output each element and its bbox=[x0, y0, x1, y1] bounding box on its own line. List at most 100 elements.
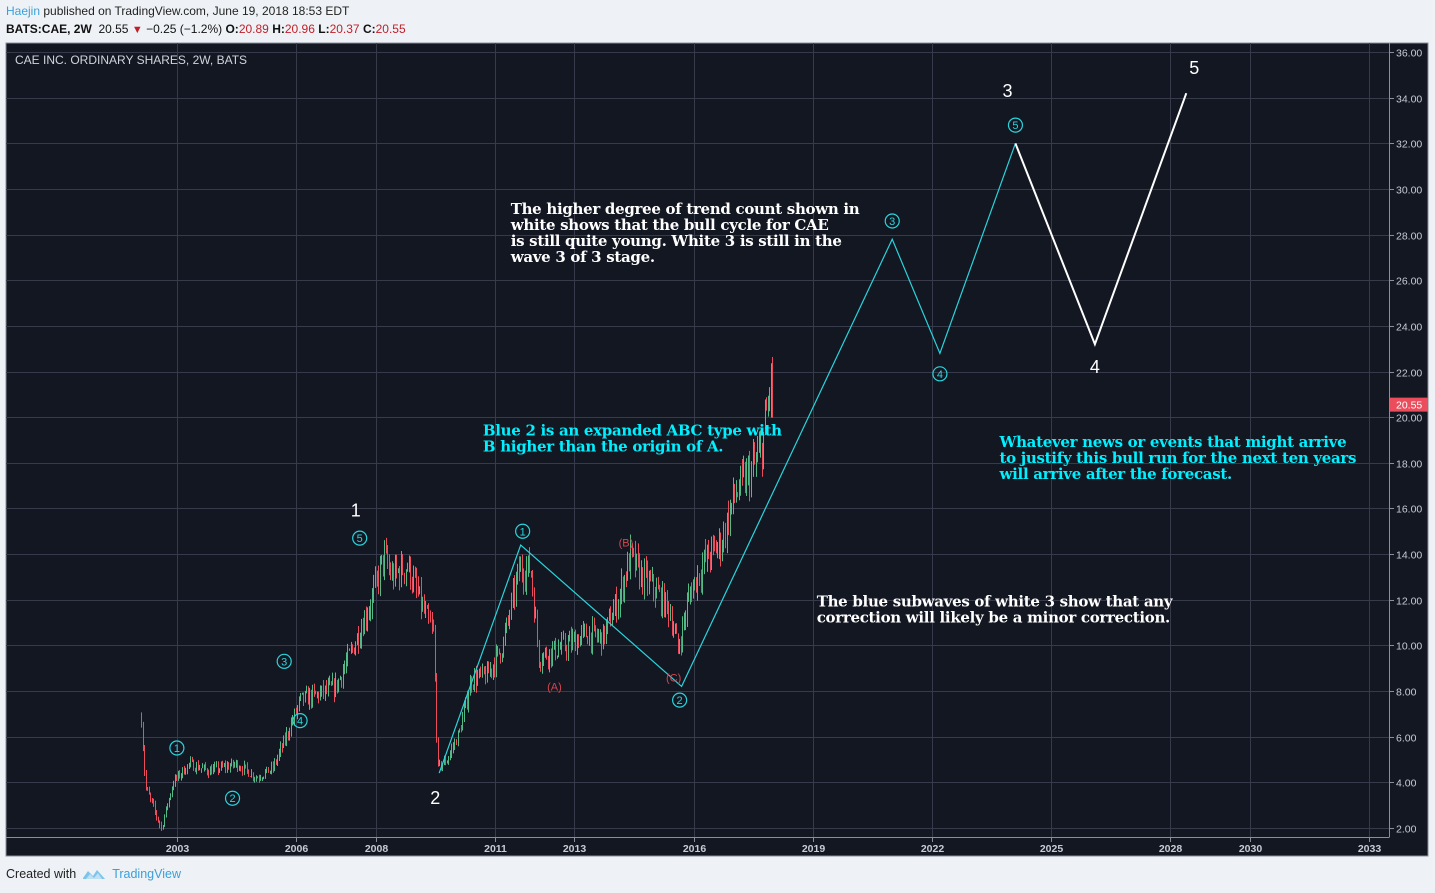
white-wave-label: 5 bbox=[1189, 58, 1199, 78]
author-link[interactable]: Haejin bbox=[6, 4, 41, 18]
x-tick-label: 2006 bbox=[285, 843, 309, 855]
white-wave-label: 1 bbox=[351, 501, 361, 521]
symbol-label: BATS:CAE, 2W bbox=[6, 22, 92, 36]
blue-wave-label: 2 bbox=[672, 692, 688, 708]
y-tick-label: 26.00 bbox=[1396, 276, 1422, 288]
wave-circle bbox=[672, 692, 688, 708]
close-value: 20.55 bbox=[375, 22, 406, 36]
y-tick-label: 30.00 bbox=[1396, 185, 1422, 197]
y-tick-label: 8.00 bbox=[1396, 687, 1417, 699]
wave-number: 5 bbox=[357, 533, 363, 545]
close-label: C: bbox=[362, 22, 376, 36]
y-tick-label: 28.00 bbox=[1396, 231, 1422, 243]
wave-circle bbox=[884, 213, 900, 229]
blue-wave-line bbox=[438, 143, 1016, 774]
chart-background bbox=[5, 42, 1429, 857]
blue-wave-label: 1 bbox=[169, 740, 185, 756]
notes: The higher degree of trend count shown i… bbox=[483, 200, 1357, 627]
y-tick-label: 10.00 bbox=[1396, 641, 1422, 653]
wave-circle bbox=[1007, 117, 1024, 133]
publish-info: Haejin published on TradingView.com, Jun… bbox=[6, 4, 349, 18]
x-tick-label: 2016 bbox=[683, 843, 707, 855]
last-price: 20.55 bbox=[98, 22, 129, 36]
price-axis[interactable]: 2.00 4.00 6.00 8.00 10.00 12.00 14.00 16.00 18.0… bbox=[1389, 48, 1422, 836]
wave-number: 4 bbox=[297, 716, 303, 728]
abc-label: (C) bbox=[666, 672, 681, 684]
wave-circle bbox=[224, 790, 241, 806]
published-text: published on TradingView.com, June 19, 2… bbox=[43, 4, 350, 18]
blue-wave-label: 2 bbox=[224, 790, 241, 806]
wave-number: 4 bbox=[937, 369, 943, 381]
y-tick-label: 22.00 bbox=[1396, 368, 1422, 380]
open-label: O: bbox=[225, 22, 239, 36]
wave-number: 1 bbox=[174, 743, 180, 755]
white-wave-label: 3 bbox=[1002, 81, 1012, 101]
price-tag-label: 20.55 bbox=[1396, 400, 1422, 412]
tradingview-logo-icon bbox=[83, 870, 106, 879]
x-tick-label: 2011 bbox=[484, 843, 507, 855]
note-line: will arrive after the forecast. bbox=[999, 465, 1232, 483]
blue-wave-label: 5 bbox=[352, 530, 368, 546]
y-tick-label: 32.00 bbox=[1396, 139, 1422, 151]
wave-circle bbox=[276, 653, 292, 669]
wave-labels: 1 2 3 4 5 1 2 1 (A) (B) (C) 2 3 4 5 3 4 5 bbox=[169, 58, 1199, 808]
wave-number: 2 bbox=[229, 793, 235, 805]
y-tick-label: 4.00 bbox=[1396, 778, 1417, 790]
tradingview-link[interactable]: TradingView bbox=[112, 867, 181, 881]
wave-number: 3 bbox=[281, 656, 287, 668]
white-wave-label: 4 bbox=[1090, 357, 1100, 377]
y-tick-label: 34.00 bbox=[1396, 94, 1422, 106]
note-line: to justify this bull run for the next te… bbox=[1000, 449, 1357, 467]
abc-label: (A) bbox=[547, 681, 562, 693]
y-tick-label: 2.00 bbox=[1396, 824, 1417, 836]
white-wave-label: 2 bbox=[430, 788, 440, 808]
y-tick-label: 14.00 bbox=[1396, 550, 1422, 562]
low-value: 20.37 bbox=[329, 22, 360, 36]
high-label: H: bbox=[272, 22, 285, 36]
note-line: The higher degree of trend count shown i… bbox=[511, 200, 860, 218]
time-axis[interactable]: 2003 2006 2008 2011 2013 2016 2019 2022 2025 2028… bbox=[166, 837, 1382, 855]
y-tick-label: 36.00 bbox=[1396, 48, 1422, 60]
wave-number: 3 bbox=[889, 216, 895, 228]
wave-circle bbox=[292, 713, 308, 729]
down-triangle-icon: ▼ bbox=[131, 24, 143, 36]
y-tick-label: 6.00 bbox=[1396, 733, 1417, 745]
note-line: Blue 2 is an expanded ABC type with bbox=[483, 421, 782, 439]
x-tick-label: 2033 bbox=[1358, 843, 1382, 855]
wave-number: 2 bbox=[677, 695, 683, 707]
blue-wave-label: 1 bbox=[515, 523, 531, 539]
wave-number: 5 bbox=[1012, 120, 1018, 132]
footer: Created with TradingView bbox=[6, 867, 181, 881]
last-price-tag: 20.55 bbox=[1390, 397, 1428, 412]
blue-wave-label: 3 bbox=[276, 653, 292, 669]
note-line: Whatever news or events that might arriv… bbox=[999, 433, 1347, 451]
blue-wave-label: 5 bbox=[1007, 117, 1024, 133]
low-label: L: bbox=[318, 22, 330, 36]
y-tick-label: 16.00 bbox=[1396, 504, 1422, 516]
price-tag-box bbox=[1390, 397, 1428, 412]
x-tick-label: 2025 bbox=[1040, 843, 1064, 855]
x-tick-label: 2022 bbox=[921, 843, 945, 855]
note-line: wave 3 of 3 stage. bbox=[510, 248, 655, 266]
y-tick-label: 20.00 bbox=[1396, 413, 1422, 425]
x-tick-label: 2028 bbox=[1159, 843, 1183, 855]
high-value: 20.96 bbox=[284, 22, 315, 36]
price-change: −0.25 (−1.2%) bbox=[146, 22, 223, 36]
y-tick-label: 24.00 bbox=[1396, 322, 1422, 334]
blue-wave-label: 4 bbox=[292, 713, 308, 729]
wave-circle bbox=[932, 366, 948, 382]
wave-circle bbox=[169, 740, 185, 756]
note-line: B higher than the origin of A. bbox=[483, 437, 723, 455]
x-tick-label: 2003 bbox=[166, 843, 190, 855]
note-line: The blue subwaves of white 3 show that a… bbox=[817, 593, 1174, 611]
abc-label: (B) bbox=[619, 538, 634, 550]
created-with-label: Created with bbox=[6, 867, 77, 881]
x-tick-label: 2013 bbox=[563, 843, 587, 855]
wave-lines bbox=[438, 92, 1188, 774]
note-line: correction will likely be a minor correc… bbox=[817, 609, 1170, 627]
note-line: white shows that the bull cycle for CAE bbox=[510, 216, 829, 234]
note-line: is still quite young. White 3 is still i… bbox=[511, 232, 842, 250]
y-tick-label: 18.00 bbox=[1396, 459, 1422, 471]
blue-wave-label: 4 bbox=[932, 366, 948, 382]
